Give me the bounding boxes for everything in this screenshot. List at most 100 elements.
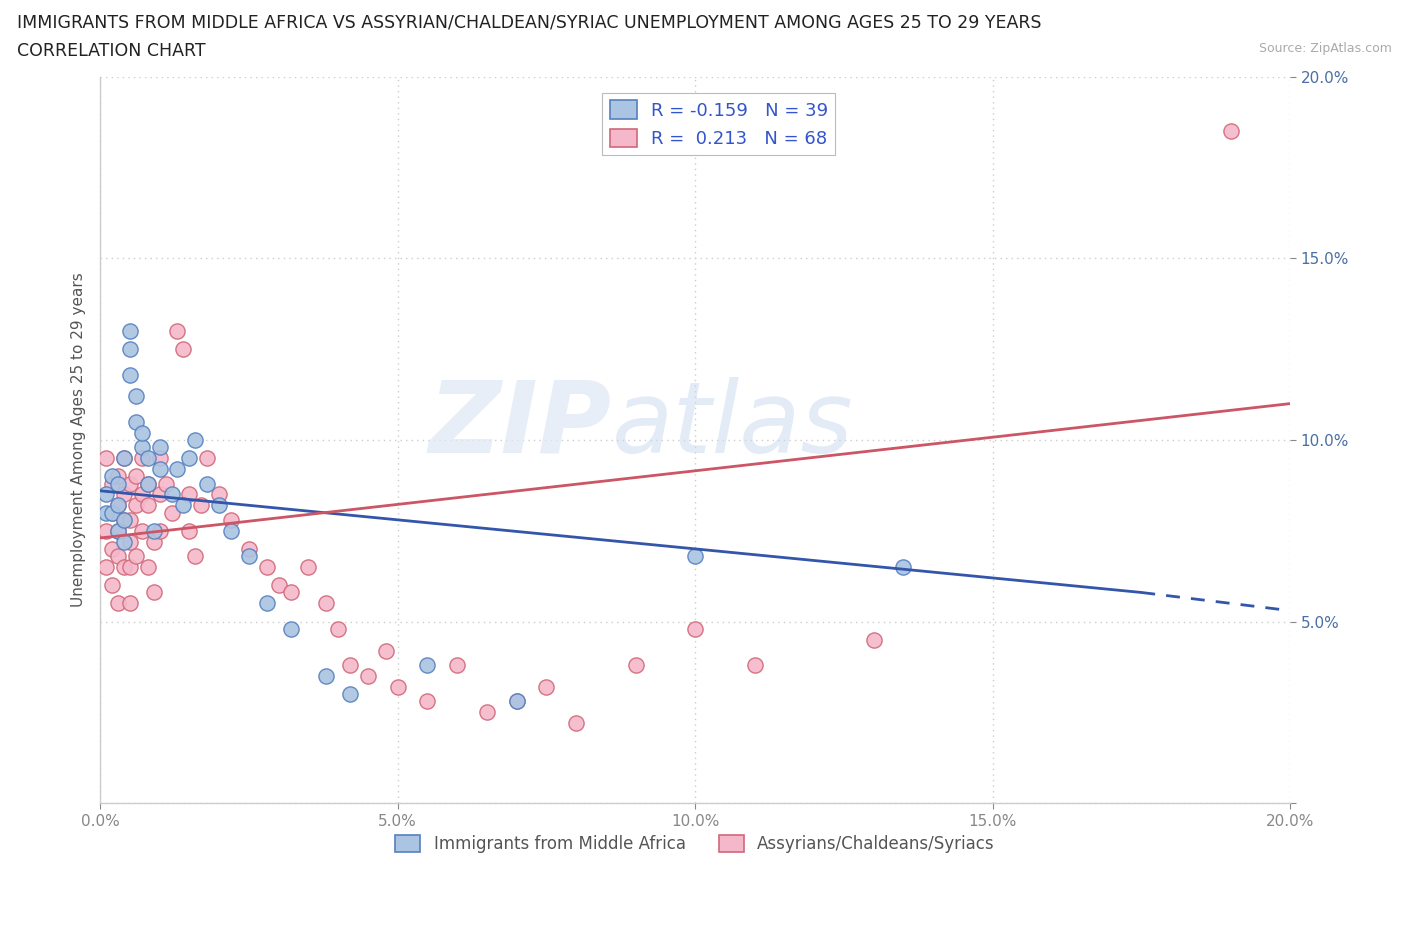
Point xyxy=(208,498,231,512)
Point xyxy=(118,367,141,382)
Point xyxy=(112,534,135,549)
Point xyxy=(112,451,135,466)
Point xyxy=(142,585,165,600)
Point xyxy=(387,680,409,695)
Point xyxy=(136,498,159,512)
Point xyxy=(112,512,135,527)
Point xyxy=(107,524,129,538)
Point xyxy=(160,487,183,502)
Point xyxy=(107,498,129,512)
Point xyxy=(339,658,361,672)
Text: IMMIGRANTS FROM MIDDLE AFRICA VS ASSYRIAN/CHALDEAN/SYRIAC UNEMPLOYMENT AMONG AGE: IMMIGRANTS FROM MIDDLE AFRICA VS ASSYRIA… xyxy=(17,14,1042,32)
Point xyxy=(118,476,141,491)
Text: Source: ZipAtlas.com: Source: ZipAtlas.com xyxy=(1258,42,1392,55)
Point xyxy=(315,596,337,611)
Point xyxy=(149,451,172,466)
Point xyxy=(118,596,141,611)
Point xyxy=(107,596,129,611)
Point xyxy=(267,578,290,592)
Point xyxy=(565,716,588,731)
Point xyxy=(195,476,218,491)
Point xyxy=(160,505,183,520)
Point xyxy=(94,505,117,520)
Point xyxy=(297,560,319,575)
Point xyxy=(125,389,148,404)
Point xyxy=(101,505,124,520)
Point xyxy=(94,524,117,538)
Point xyxy=(256,596,278,611)
Point xyxy=(208,487,231,502)
Point xyxy=(1219,124,1241,139)
Point xyxy=(238,549,260,564)
Point xyxy=(446,658,468,672)
Point xyxy=(179,487,201,502)
Point xyxy=(190,498,212,512)
Point xyxy=(118,341,141,356)
Point xyxy=(505,694,527,709)
Point xyxy=(256,560,278,575)
Point xyxy=(357,669,380,684)
Point xyxy=(131,524,153,538)
Point xyxy=(179,451,201,466)
Point xyxy=(101,578,124,592)
Point xyxy=(184,432,207,447)
Point xyxy=(125,498,148,512)
Point xyxy=(101,469,124,484)
Point xyxy=(118,512,141,527)
Point xyxy=(125,549,148,564)
Point xyxy=(891,560,914,575)
Point xyxy=(166,461,188,476)
Point xyxy=(131,425,153,440)
Point xyxy=(101,541,124,556)
Point xyxy=(505,694,527,709)
Point xyxy=(172,341,194,356)
Point xyxy=(475,705,498,720)
Point xyxy=(744,658,766,672)
Text: atlas: atlas xyxy=(612,377,853,474)
Point xyxy=(219,512,242,527)
Point xyxy=(149,440,172,455)
Point xyxy=(94,487,117,502)
Point xyxy=(142,524,165,538)
Point xyxy=(125,469,148,484)
Point xyxy=(172,498,194,512)
Point xyxy=(683,549,706,564)
Point xyxy=(536,680,558,695)
Point xyxy=(136,476,159,491)
Point xyxy=(315,669,337,684)
Point xyxy=(94,451,117,466)
Point xyxy=(101,476,124,491)
Point xyxy=(94,560,117,575)
Point xyxy=(112,560,135,575)
Point xyxy=(326,621,349,636)
Point xyxy=(149,487,172,502)
Point xyxy=(107,549,129,564)
Point xyxy=(184,549,207,564)
Point xyxy=(136,560,159,575)
Point xyxy=(179,524,201,538)
Point xyxy=(125,415,148,430)
Point xyxy=(238,541,260,556)
Point xyxy=(118,324,141,339)
Point xyxy=(131,440,153,455)
Point xyxy=(683,621,706,636)
Point xyxy=(280,585,302,600)
Text: ZIP: ZIP xyxy=(429,377,612,474)
Point xyxy=(107,524,129,538)
Point xyxy=(416,658,439,672)
Point xyxy=(112,487,135,502)
Point xyxy=(112,512,135,527)
Point xyxy=(101,505,124,520)
Point xyxy=(155,476,177,491)
Point xyxy=(131,451,153,466)
Point xyxy=(136,451,159,466)
Point xyxy=(280,621,302,636)
Point xyxy=(149,524,172,538)
Point xyxy=(118,560,141,575)
Point xyxy=(107,469,129,484)
Point xyxy=(166,324,188,339)
Point xyxy=(118,534,141,549)
Point xyxy=(339,686,361,701)
Y-axis label: Unemployment Among Ages 25 to 29 years: Unemployment Among Ages 25 to 29 years xyxy=(72,272,86,607)
Point xyxy=(195,451,218,466)
